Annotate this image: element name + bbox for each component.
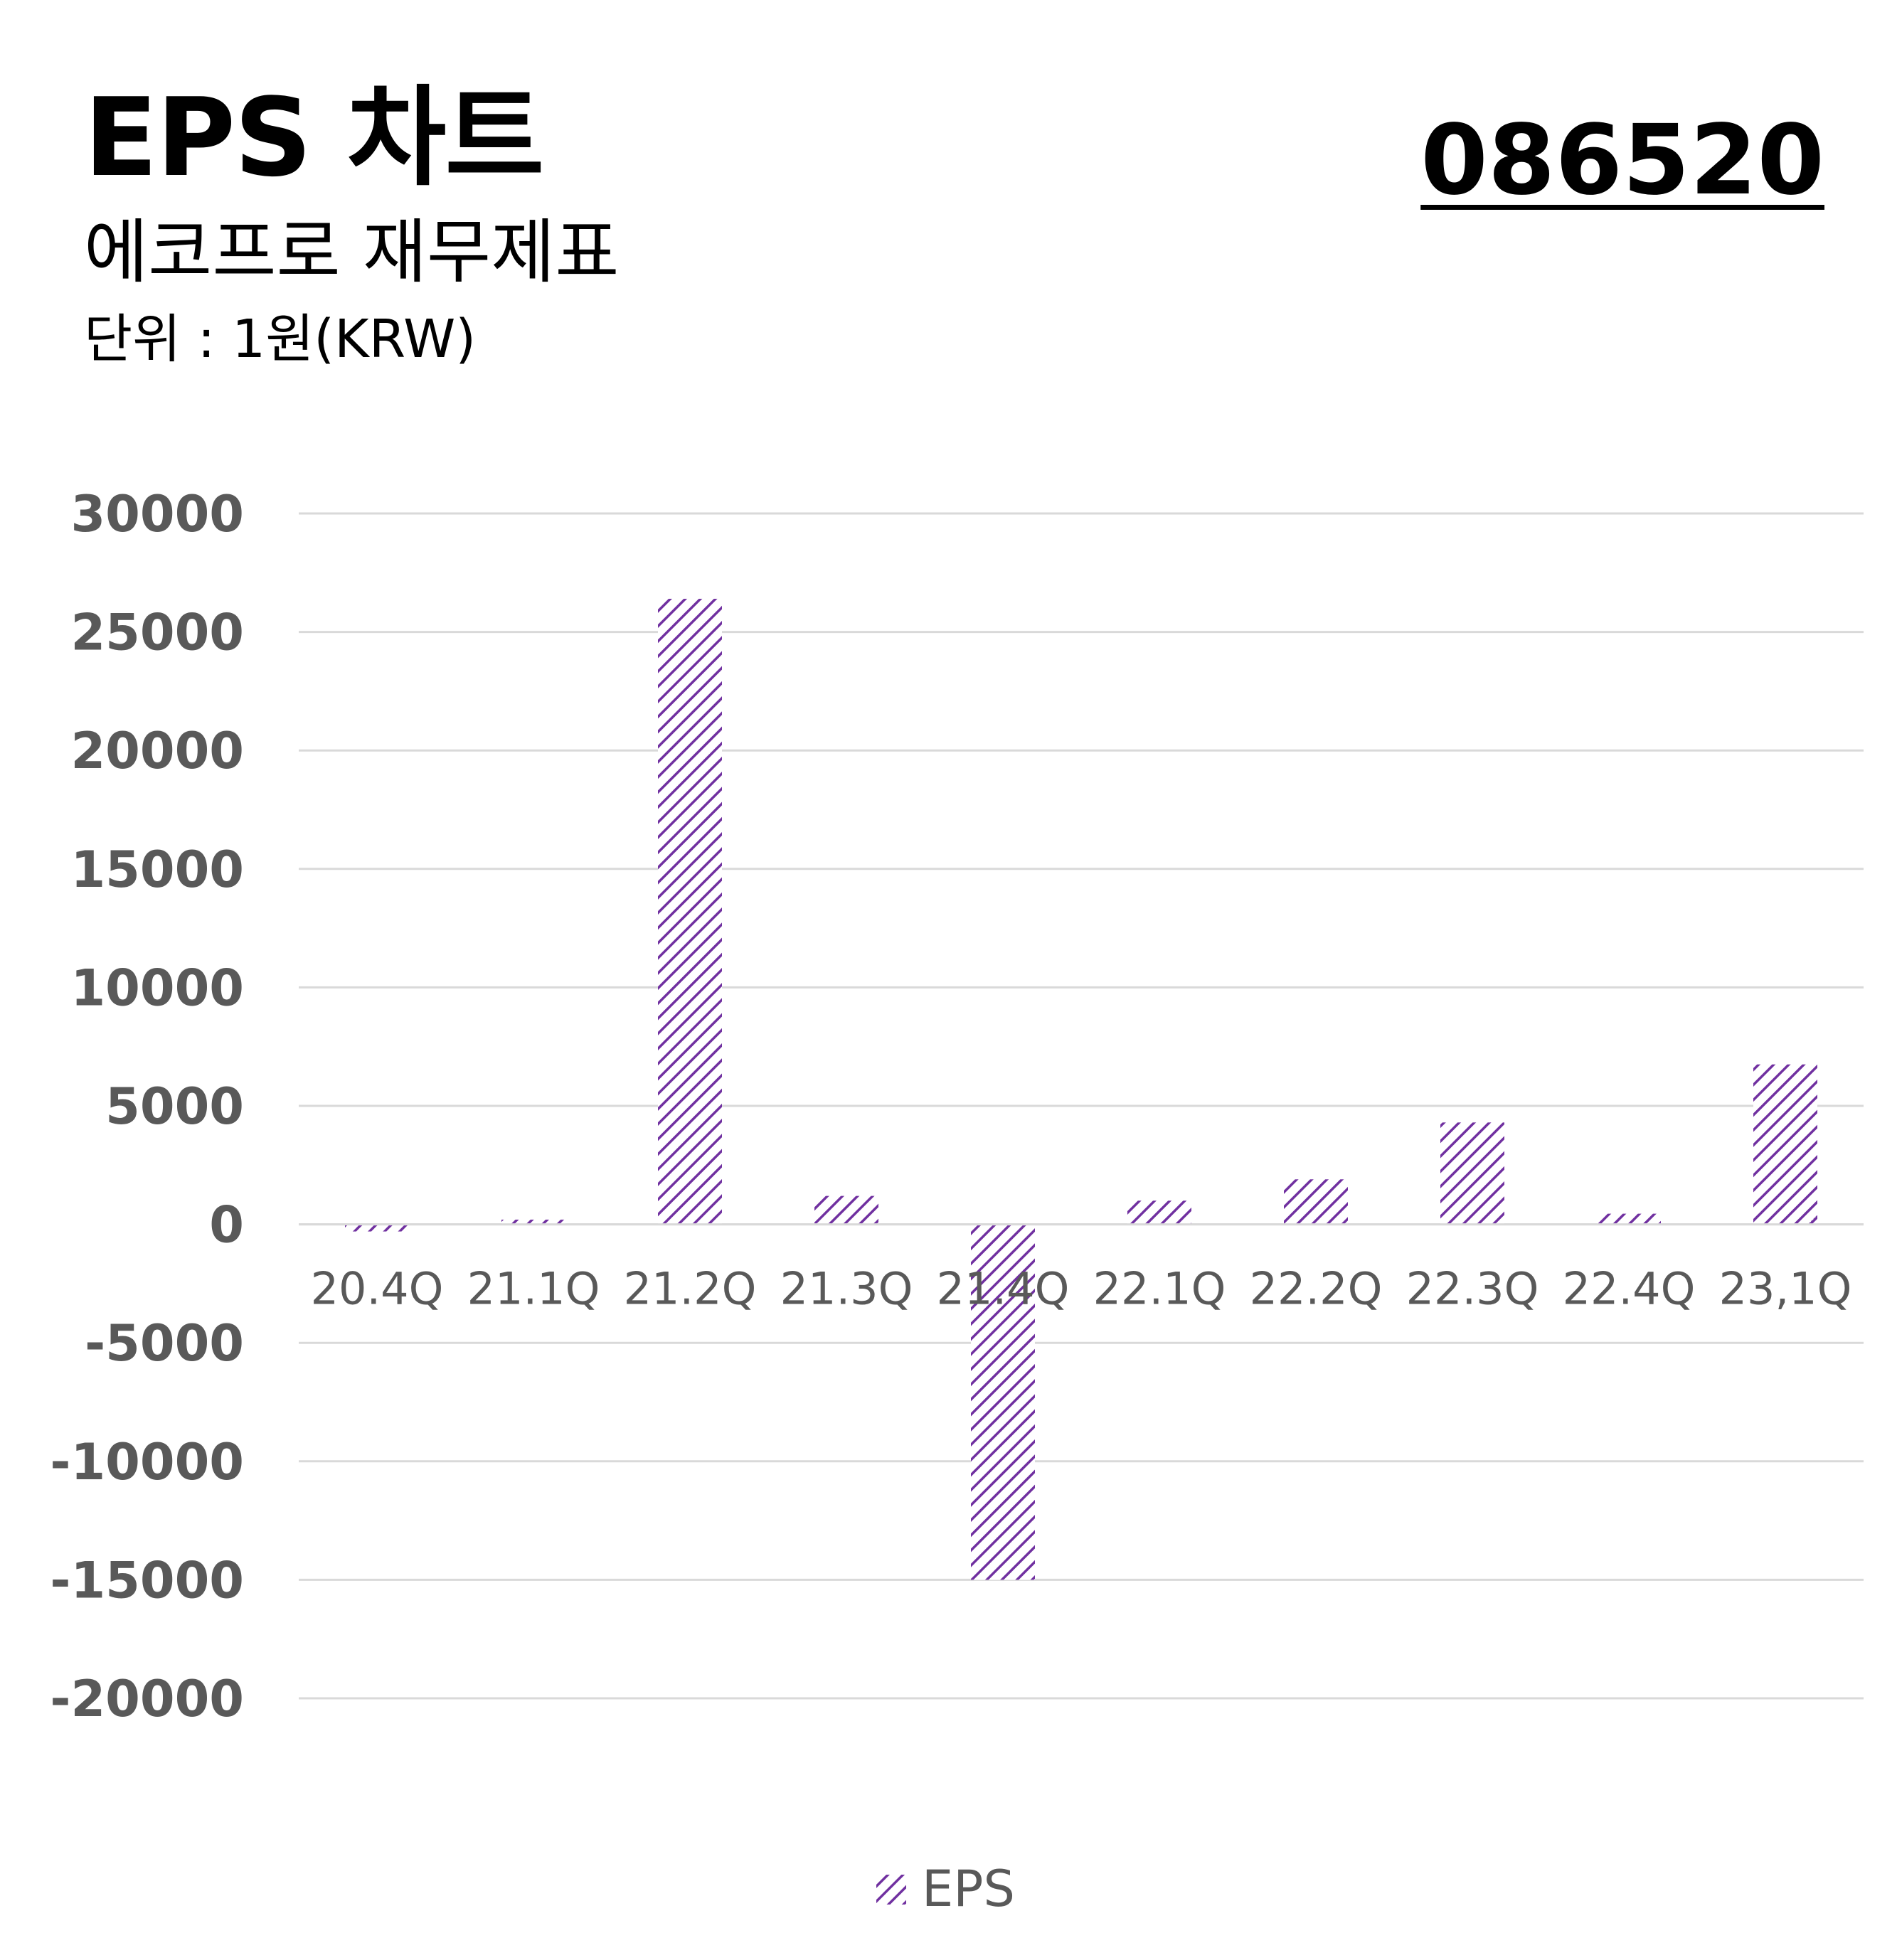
bar bbox=[971, 1224, 1035, 1580]
x-tick-label: 21.1Q bbox=[467, 1263, 600, 1315]
legend-label: EPS bbox=[922, 1860, 1015, 1918]
y-tick-label: 15000 bbox=[70, 841, 244, 899]
y-tick-label: 0 bbox=[209, 1196, 244, 1255]
y-tick-label: -5000 bbox=[85, 1314, 244, 1373]
y-tick-label: -10000 bbox=[50, 1433, 244, 1491]
bar bbox=[345, 1224, 409, 1232]
y-axis: 30000 25000 20000 15000 10000 5000 0 -5000 -1000… bbox=[50, 485, 244, 1728]
y-tick-label: 5000 bbox=[105, 1077, 244, 1136]
bar bbox=[658, 598, 722, 1225]
x-tick-label: 23,1Q bbox=[1719, 1263, 1852, 1315]
y-tick-label: 20000 bbox=[70, 722, 244, 780]
x-tick-label: 22.3Q bbox=[1406, 1263, 1539, 1315]
x-axis: 20.4Q 21.1Q 21.2Q 21.3Q 21.4Q 22.1Q 22.2Q 22.3Q… bbox=[311, 1263, 1852, 1315]
x-tick-label: 22.4Q bbox=[1563, 1263, 1696, 1315]
x-tick-label: 21.3Q bbox=[780, 1263, 913, 1315]
legend: EPS bbox=[876, 1860, 1015, 1918]
bar bbox=[1753, 1064, 1817, 1225]
bar bbox=[1127, 1200, 1191, 1225]
bar bbox=[1597, 1213, 1661, 1225]
chart-title: EPS 차트 bbox=[84, 75, 544, 201]
unit-label: 단위 : 1원(KRW) bbox=[84, 309, 477, 370]
y-tick-label: 10000 bbox=[70, 959, 244, 1017]
x-tick-label: 20.4Q bbox=[311, 1263, 444, 1315]
x-tick-label: 22.1Q bbox=[1093, 1263, 1226, 1315]
x-tick-label: 21.2Q bbox=[624, 1263, 757, 1315]
legend-swatch bbox=[876, 1875, 906, 1905]
chart-subtitle: 에코프로 재무제표 bbox=[84, 212, 620, 293]
bar bbox=[814, 1195, 878, 1225]
y-tick-label: 30000 bbox=[70, 485, 244, 543]
bar bbox=[501, 1219, 565, 1225]
stock-code: 086520 bbox=[1420, 105, 1824, 217]
x-tick-label: 22.2Q bbox=[1250, 1263, 1383, 1315]
y-tick-label: -20000 bbox=[50, 1670, 244, 1728]
gridlines bbox=[299, 512, 1864, 1700]
bar bbox=[1440, 1122, 1504, 1225]
x-tick-label: 21.4Q bbox=[937, 1263, 1070, 1315]
bar bbox=[1284, 1179, 1348, 1225]
bars bbox=[299, 598, 1864, 1580]
y-tick-label: 25000 bbox=[70, 604, 244, 662]
y-tick-label: -15000 bbox=[50, 1551, 244, 1609]
